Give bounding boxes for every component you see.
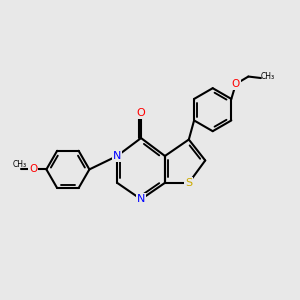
Text: CH₃: CH₃ (260, 72, 274, 81)
Text: O: O (29, 164, 38, 174)
Text: N: N (137, 194, 145, 204)
Text: S: S (185, 178, 192, 188)
Text: CH₃: CH₃ (12, 160, 26, 169)
Text: O: O (232, 79, 240, 89)
Text: O: O (137, 108, 146, 118)
Text: N: N (113, 151, 121, 161)
